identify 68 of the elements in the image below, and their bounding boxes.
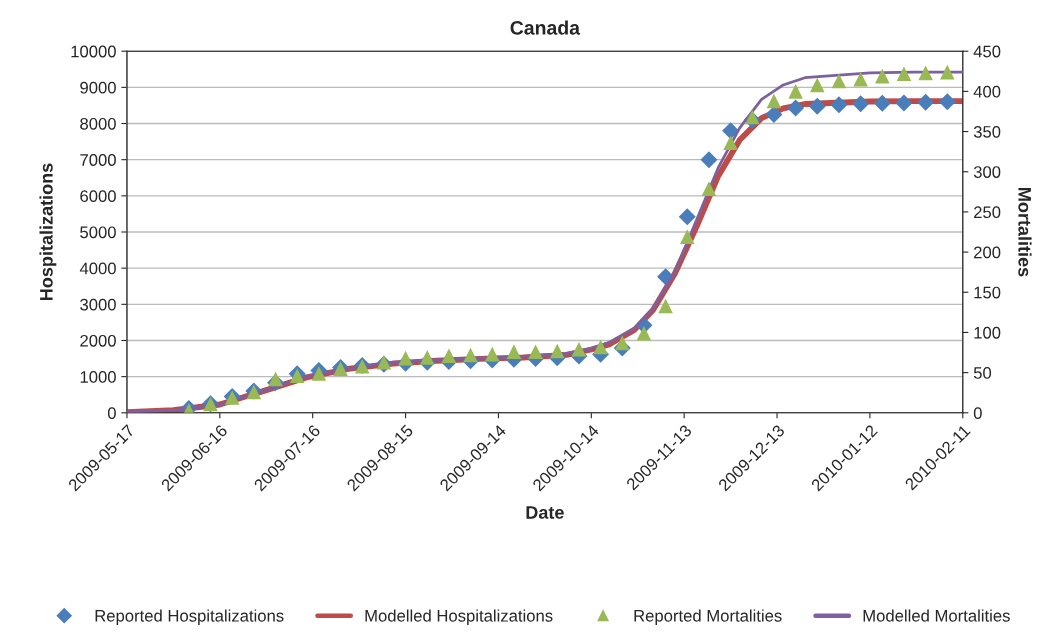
point — [873, 94, 891, 112]
point — [723, 135, 738, 151]
y2-tick-label: 400 — [973, 85, 1001, 98]
point — [419, 350, 435, 365]
point — [918, 65, 933, 81]
point — [463, 347, 478, 363]
point — [938, 93, 956, 111]
point — [875, 68, 890, 84]
x-axis-title: Date — [526, 506, 564, 519]
y2-tick-label: 50 — [973, 367, 992, 379]
y-tick-label: 4000 — [79, 262, 116, 275]
point — [788, 84, 803, 99]
point — [896, 66, 912, 81]
y-tick-label: 10000 — [71, 45, 116, 58]
point — [679, 229, 695, 245]
y2-tick-label: 200 — [974, 246, 1001, 259]
point — [744, 109, 760, 125]
y-axis-title: Hospitalizations — [39, 163, 57, 301]
point — [852, 95, 870, 113]
y2-axis-title: Mortalities — [1018, 188, 1032, 277]
point — [787, 99, 805, 117]
point — [441, 348, 457, 364]
y-tick-label: 8000 — [80, 117, 116, 130]
point — [830, 96, 848, 114]
point — [311, 366, 327, 381]
point — [571, 342, 587, 357]
y2-tick-label: 150 — [974, 286, 1001, 299]
point — [917, 93, 935, 111]
y-tick-label: 0 — [107, 407, 116, 419]
y-tick-label: 7000 — [80, 154, 116, 166]
point — [701, 181, 717, 196]
point — [831, 73, 847, 89]
y2-tick-label: 350 — [973, 125, 1001, 138]
point — [853, 72, 868, 87]
point — [614, 335, 630, 351]
y-tick-label: 9000 — [80, 81, 116, 94]
point — [636, 325, 652, 341]
point — [593, 339, 608, 355]
point — [895, 94, 913, 112]
y2-tick-label: 100 — [974, 326, 1001, 339]
point — [810, 77, 825, 93]
point — [700, 151, 718, 169]
y2-tick-label: 300 — [973, 166, 1001, 178]
point — [549, 343, 565, 359]
point — [808, 97, 826, 115]
y2-tick-label: 250 — [974, 206, 1001, 219]
point — [940, 64, 955, 80]
y-tick-label: 1000 — [80, 371, 116, 383]
legend-label: Modelled Hospitalizations — [365, 609, 553, 625]
legend-label: Reported Mortalities — [634, 609, 782, 625]
legend-label: Modelled Mortalities — [863, 609, 1010, 622]
y-tick-label: 5000 — [80, 226, 116, 239]
point — [528, 344, 543, 360]
point — [658, 298, 673, 314]
y-tick-label: 3000 — [80, 298, 116, 311]
chart-title: Canada — [510, 20, 581, 35]
point — [722, 122, 740, 140]
point — [398, 350, 413, 366]
y-tick-label: 2000 — [80, 334, 116, 347]
y-tick-label: 6000 — [80, 190, 116, 203]
point — [766, 93, 782, 109]
y2-tick-label: 0 — [973, 407, 982, 419]
y2-tick-label: 450 — [973, 45, 1001, 58]
point — [678, 208, 696, 226]
point — [484, 346, 500, 362]
point — [268, 371, 283, 387]
legend-label: Reported Hospitalizations — [95, 609, 284, 625]
point — [506, 344, 522, 360]
